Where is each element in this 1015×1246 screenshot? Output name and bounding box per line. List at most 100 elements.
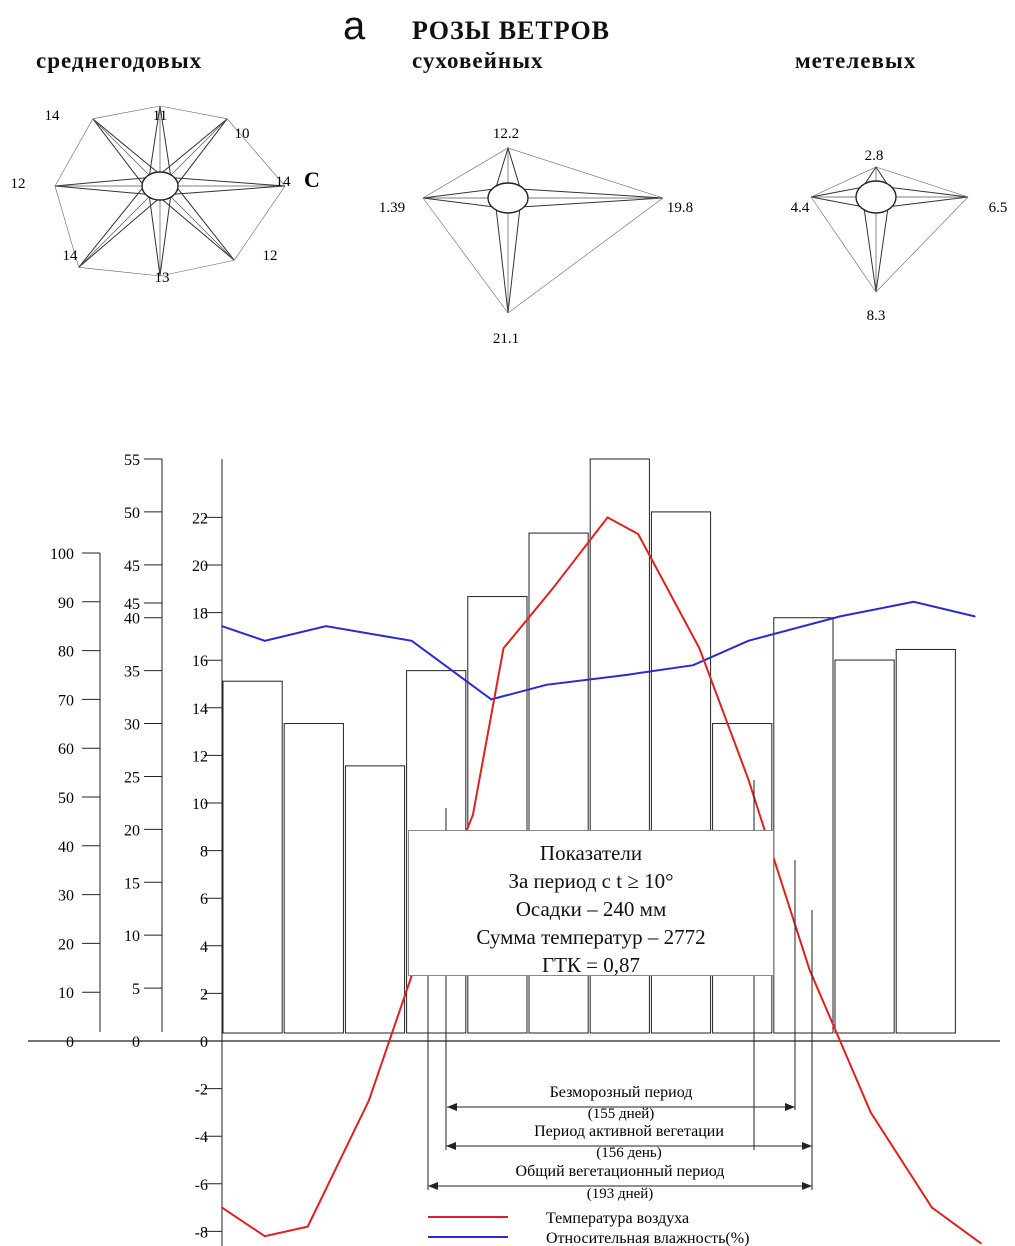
series-point	[692, 664, 695, 667]
series-point	[367, 1099, 370, 1102]
precipitation-tick-label: 10	[124, 928, 140, 945]
temperature-tick-label: 14	[192, 701, 208, 718]
period-arrow-left	[428, 1182, 438, 1190]
chart-axes: 1009080706050403020100555045454035302520…	[28, 452, 1000, 1246]
info-box: Показатели За период с t ≥ 10° Осадки – …	[408, 830, 774, 977]
period-label: Период активной вегетации	[534, 1123, 724, 1140]
series-point	[637, 533, 640, 535]
info-line: Показатели	[539, 841, 643, 865]
series-point	[808, 968, 811, 971]
period-arrow-left	[447, 1103, 457, 1111]
series-point	[973, 615, 976, 618]
rose-label: 21.1	[493, 331, 519, 347]
temperature-tick-label: 20	[192, 558, 208, 575]
legend: Температура воздуха Относительная влажнос…	[428, 1210, 749, 1246]
precipitation-tick-label: 0	[132, 1034, 140, 1051]
rose-label: 6.5	[989, 200, 1008, 216]
rose-ray-axis	[78, 185, 161, 268]
period-label: Безморозный период	[550, 1084, 693, 1101]
rose-outline	[54, 105, 286, 277]
rose-label: 14	[63, 248, 79, 264]
period-days: (155 дней)	[588, 1106, 655, 1122]
precipitation-bar	[222, 680, 283, 1034]
temperature-tick-label: 16	[192, 653, 208, 670]
series-point	[625, 674, 627, 676]
precipitation-tick-label: 40	[124, 611, 140, 628]
series-point	[306, 1225, 309, 1228]
series-point	[551, 587, 554, 590]
temperature-tick-label: 2	[200, 986, 208, 1003]
rose-title-dry-wind: суховейных	[412, 48, 544, 73]
period-arrow-right	[785, 1103, 795, 1111]
humidity-tick-label: 0	[66, 1034, 74, 1051]
rose-center	[855, 180, 897, 214]
rose-label: 11	[153, 108, 167, 124]
info-line: Осадки – 240 мм	[515, 897, 667, 921]
humidity-tick-label: 50	[58, 790, 74, 807]
precipitation-bar	[895, 648, 956, 1034]
temperature-tick-label: -6	[195, 1177, 208, 1194]
humidity-tick-label: 90	[58, 595, 74, 612]
precipitation-tick-label: 25	[124, 769, 140, 786]
series-point	[490, 698, 493, 701]
humidity-tick-label: 30	[58, 888, 74, 905]
rose-label: 1.39	[379, 200, 405, 216]
rose-label: 12.2	[493, 126, 519, 142]
precipitation-tick-label: 55	[124, 452, 140, 469]
temperature-tick-label: 8	[200, 844, 208, 861]
series-point	[502, 647, 505, 650]
humidity-tick-label: 70	[58, 692, 74, 709]
wind-roses: 11 10 14 12 13 14 12 14 С 12.2 19.8 21.1 1.39 2.8 6.5 8…	[11, 105, 1008, 347]
temperature-tick-label: 6	[200, 891, 208, 908]
temperature-tick-label: 10	[192, 796, 208, 813]
series-line	[221, 516, 982, 1245]
rose-label: 4.4	[791, 200, 810, 216]
humidity-tick-label: 100	[50, 546, 74, 563]
rose-label: 13	[155, 270, 170, 286]
rose-label: 8.3	[867, 308, 886, 324]
precipitation-bar	[650, 511, 712, 1034]
precipitation-tick-label: 20	[124, 822, 140, 839]
temperature-tick-label: 18	[192, 606, 208, 623]
rose-label: 14	[45, 108, 61, 124]
period-arrow-right	[802, 1182, 812, 1190]
series-point	[325, 625, 327, 628]
precipitation-tick-label: 45	[124, 596, 140, 613]
precipitation-tick-label: 5	[132, 981, 140, 998]
panel-letter: а	[343, 4, 366, 48]
rose-label: 10	[235, 126, 250, 142]
series-point	[221, 1206, 223, 1209]
legend-label: Температура воздуха	[546, 1210, 689, 1227]
wind-rose: 11 10 14 12 13 14 12 14	[11, 105, 291, 286]
info-line: Сумма температур – 2772	[476, 925, 706, 949]
series-point	[912, 600, 915, 603]
temperature-tick-label: -2	[195, 1082, 208, 1099]
temperature-tick-label: 12	[192, 748, 208, 765]
series-point	[979, 1242, 982, 1245]
rose-label: 12	[11, 176, 26, 192]
rose-center	[141, 171, 179, 201]
rose-direction-label: С	[304, 167, 320, 192]
humidity-tick-label: 60	[58, 741, 74, 758]
legend-label: Относительная влажность(%)	[546, 1230, 749, 1246]
temperature-tick-label: 22	[192, 510, 208, 527]
precipitation-bar	[283, 723, 344, 1034]
rose-outline	[810, 166, 969, 293]
figure-title: РОЗЫ ВЕТРОВ	[412, 16, 611, 45]
precipitation-tick-label: 30	[124, 717, 140, 734]
precipitation-bar	[589, 458, 650, 1034]
humidity-tick-label: 40	[58, 839, 74, 856]
series-point	[698, 647, 701, 650]
rose-title-annual: среднегодовых	[36, 48, 203, 73]
rose-center	[487, 182, 529, 214]
series-point	[263, 639, 266, 642]
precipitation-bars	[222, 458, 956, 1034]
precipitation-bar	[467, 596, 528, 1034]
precipitation-tick-label: 35	[124, 664, 140, 681]
precipitation-bar	[528, 532, 589, 1034]
series-point	[263, 1235, 266, 1238]
humidity-tick-label: 80	[58, 644, 74, 661]
series-point	[931, 1206, 933, 1209]
precipitation-tick-label: 45	[124, 558, 140, 575]
series-point	[747, 778, 750, 781]
